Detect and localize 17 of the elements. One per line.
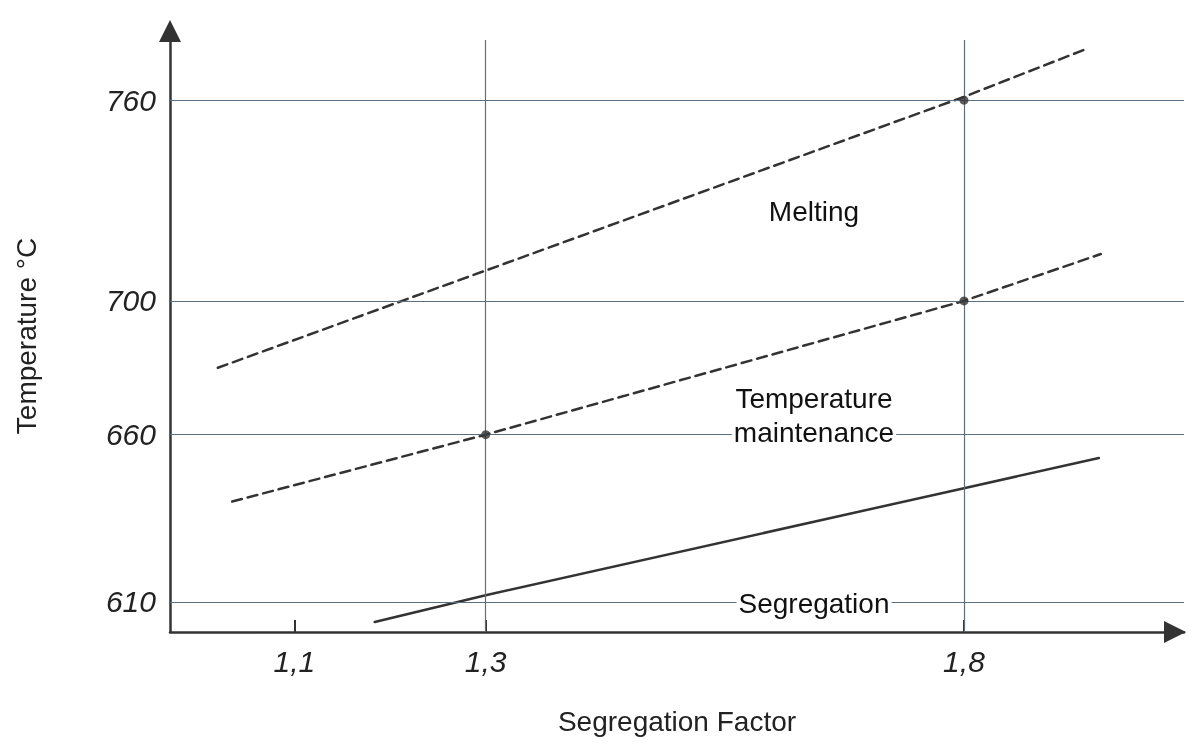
x-tick-label: 1,3 [464,644,507,678]
y-tick-label: 700 [105,284,157,318]
series-label: Temperature maintenance [733,383,895,449]
point [959,95,969,105]
y-tick-label: 660 [105,418,157,452]
line-series [230,252,1103,503]
point [959,296,969,306]
point [481,430,491,440]
x-axis-title: Segregation Factor [557,705,797,737]
y-tick-label: 760 [105,83,157,117]
x-tick-label: 1,1 [273,644,316,678]
line-series [373,456,1101,624]
y-tick-label: 610 [105,585,157,619]
series-label: Segregation [738,587,890,619]
x-tick-label: 1,8 [943,644,986,678]
series-label: Melting [768,196,860,228]
y-axis-title: Temperature °C [10,237,42,435]
